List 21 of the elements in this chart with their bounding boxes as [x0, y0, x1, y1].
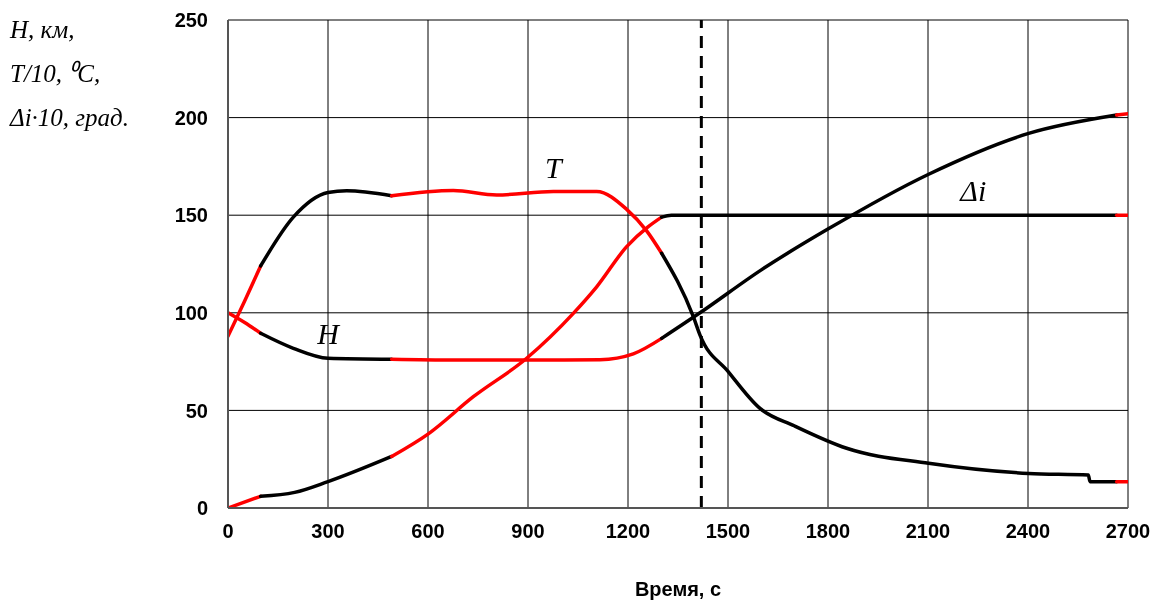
y-tick-label: 0	[196, 497, 208, 520]
x-tick-label: 1800	[805, 520, 851, 543]
x-tick-label: 900	[511, 520, 545, 543]
y-tick-label: 100	[174, 301, 208, 324]
y-tick-label: 200	[174, 106, 208, 129]
x-tick-label: 1200	[605, 520, 651, 543]
x-tick-label: 2400	[1005, 520, 1051, 543]
y-tick-label: 250	[174, 9, 208, 32]
series-label: H	[316, 317, 342, 351]
x-tick-label: 2100	[905, 520, 951, 543]
x-tick-label: 0	[222, 520, 234, 543]
series-label: Δi	[959, 174, 987, 208]
series-label: T	[544, 150, 564, 184]
x-tick-label: 2700	[1105, 520, 1151, 543]
y-axis-title: H, км, T/10, ⁰C, Δi·10, град.	[10, 15, 130, 133]
x-axis-title: Время, с	[634, 578, 722, 600]
x-tick-label: 600	[411, 520, 445, 543]
x-tick-label: 300	[311, 520, 345, 543]
y-tick-label: 150	[174, 204, 208, 227]
y-tick-label: 50	[185, 399, 208, 422]
x-tick-label: 1500	[705, 520, 751, 543]
